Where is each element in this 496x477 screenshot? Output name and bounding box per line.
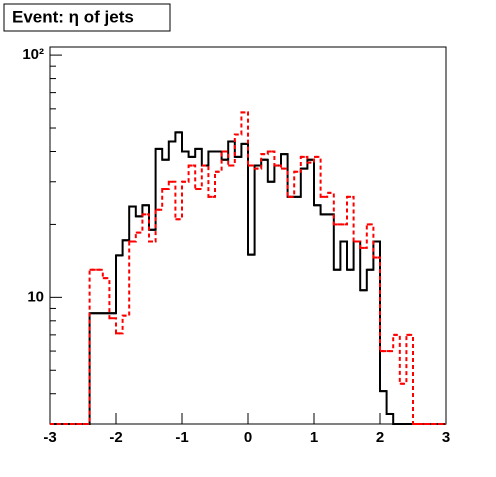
x-tick-label: 1 (310, 429, 318, 446)
y-tick-label: 10² (22, 46, 44, 63)
x-tick-label: -3 (43, 429, 56, 446)
y-tick-label: 10 (27, 288, 44, 305)
x-tick-label: 3 (442, 429, 450, 446)
x-tick-label: 0 (244, 429, 252, 446)
title-box (3, 3, 171, 32)
x-tick-label: -2 (109, 429, 122, 446)
x-tick-label: -1 (175, 429, 188, 446)
chart-title: Event: η of jets (12, 7, 134, 26)
x-tick-label: 2 (376, 429, 384, 446)
